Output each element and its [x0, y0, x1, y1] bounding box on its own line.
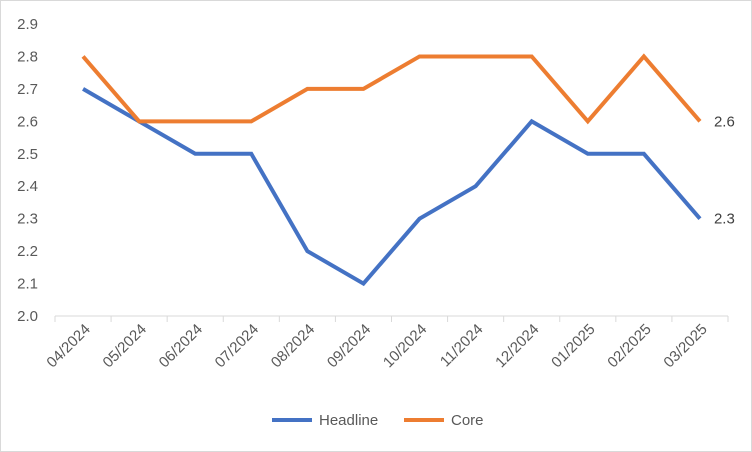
- x-tick-label: 06/2024: [156, 321, 206, 371]
- x-tick-label: 12/2024: [492, 321, 542, 371]
- data-label: 2.6: [714, 113, 735, 130]
- x-tick-label: 10/2024: [380, 321, 430, 371]
- series-line-core: [81, 53, 702, 125]
- y-tick-label: 2.1: [17, 276, 38, 293]
- legend-label-core: Core: [451, 412, 484, 429]
- x-tick-label: 02/2025: [604, 321, 654, 371]
- x-tick-label: 03/2025: [660, 321, 710, 371]
- x-tick-label: 08/2024: [268, 321, 318, 371]
- data-label: 2.3: [714, 211, 735, 228]
- y-tick-label: 2.0: [17, 308, 38, 325]
- series-line-headline: [82, 87, 702, 287]
- y-tick-label: 2.6: [17, 113, 38, 130]
- y-tick-label: 2.8: [17, 48, 38, 65]
- x-tick-label: 05/2024: [100, 321, 150, 371]
- y-tick-label: 2.9: [17, 16, 38, 33]
- y-tick-label: 2.4: [17, 178, 38, 195]
- x-tick-label: 11/2024: [437, 321, 487, 371]
- y-tick-label: 2.5: [17, 146, 38, 163]
- x-tick-label: 04/2024: [43, 321, 93, 371]
- y-tick-label: 2.3: [17, 211, 38, 228]
- legend-label-headline: Headline: [319, 412, 378, 429]
- x-tick-label: 09/2024: [324, 321, 374, 371]
- y-tick-label: 2.2: [17, 243, 38, 260]
- x-tick-label: 01/2025: [548, 321, 598, 371]
- y-tick-label: 2.7: [17, 81, 38, 98]
- x-tick-label: 07/2024: [212, 321, 262, 371]
